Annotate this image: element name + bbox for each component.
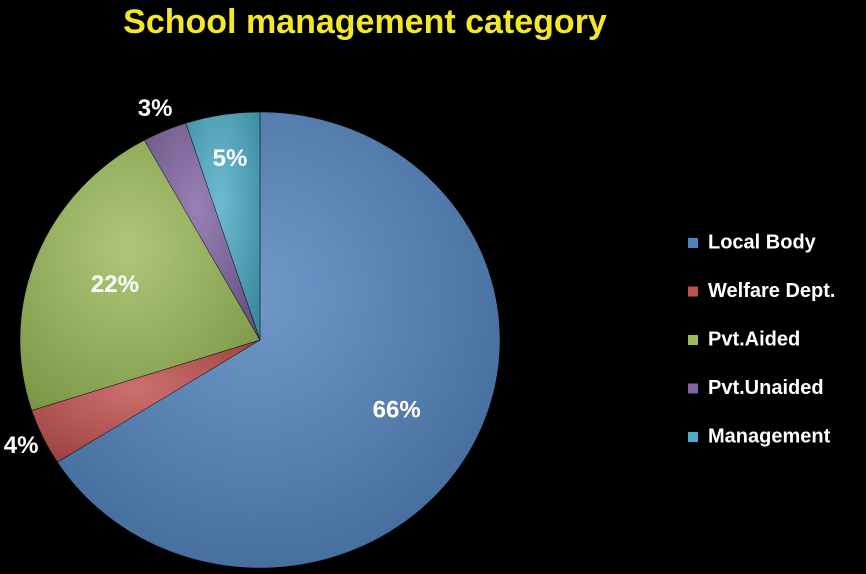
data-label: 4% <box>4 432 39 459</box>
data-label: 22% <box>91 271 139 298</box>
legend-swatch <box>688 432 698 442</box>
legend-label: Local Body <box>708 231 817 253</box>
legend-swatch <box>688 238 698 248</box>
legend-swatch <box>688 383 698 394</box>
legend-label: Management <box>708 425 831 447</box>
data-label: 5% <box>213 145 248 172</box>
legend-label: Welfare Dept. <box>708 280 835 302</box>
data-label: 3% <box>138 95 173 122</box>
legend-label: Pvt.Unaided <box>708 377 824 399</box>
chart-title: School management category <box>123 3 607 41</box>
legend-label: Pvt.Aided <box>708 328 800 350</box>
data-label: 66% <box>373 397 421 424</box>
legend-swatch <box>688 335 698 345</box>
legend-swatch <box>688 286 698 297</box>
